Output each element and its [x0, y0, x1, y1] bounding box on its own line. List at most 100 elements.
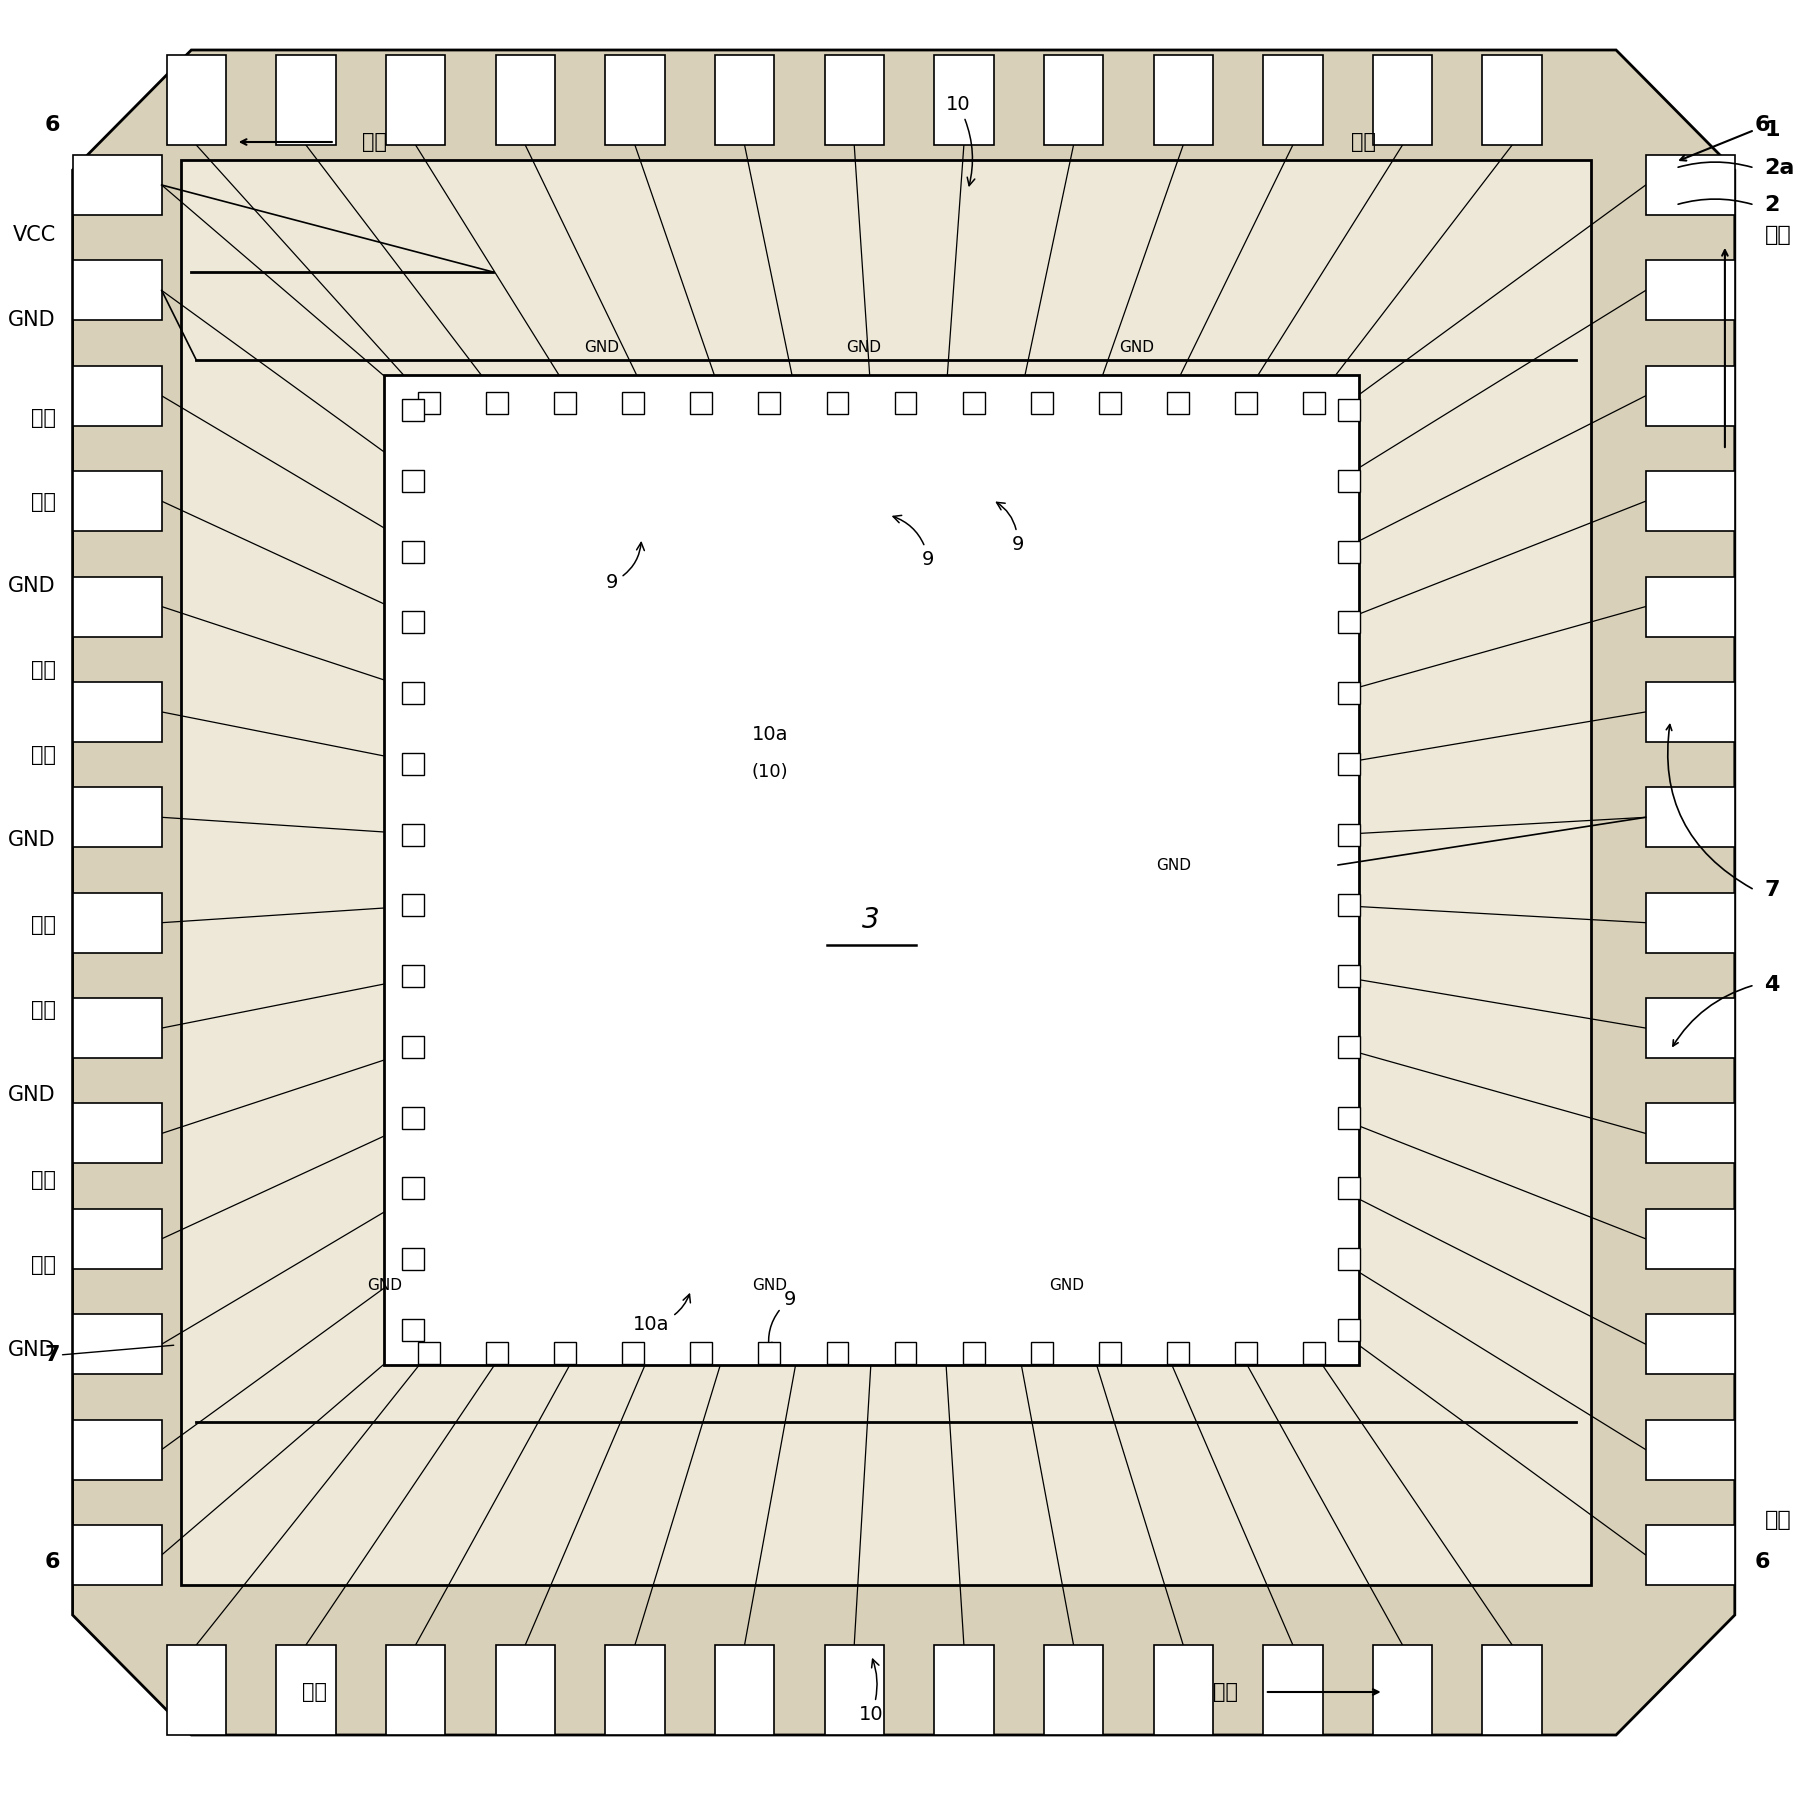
Bar — [1646, 155, 1734, 216]
Bar — [402, 399, 424, 421]
Text: 信号: 信号 — [303, 1681, 328, 1703]
Text: 9: 9 — [606, 543, 644, 592]
Text: 10: 10 — [947, 95, 975, 185]
Text: 信号: 信号 — [1350, 131, 1376, 153]
Text: GND: GND — [584, 340, 620, 356]
Bar — [402, 681, 424, 705]
Text: GND: GND — [1156, 858, 1192, 872]
Bar — [824, 1645, 883, 1735]
Text: GND: GND — [1049, 1278, 1084, 1293]
Bar — [1646, 577, 1734, 636]
Text: GND: GND — [752, 1278, 788, 1293]
Bar — [402, 894, 424, 917]
Text: 1: 1 — [1765, 120, 1780, 140]
Bar — [1235, 392, 1257, 414]
Bar — [606, 56, 665, 146]
Bar — [276, 56, 335, 146]
Text: 2a: 2a — [1765, 158, 1794, 178]
Text: GND: GND — [9, 1084, 56, 1106]
Bar — [72, 892, 162, 953]
Bar — [1154, 56, 1213, 146]
Bar — [606, 1645, 665, 1735]
Text: 信号: 信号 — [31, 1000, 56, 1019]
Bar — [72, 1420, 162, 1480]
Bar — [1338, 399, 1359, 421]
Bar — [934, 1645, 993, 1735]
Bar — [1372, 1645, 1432, 1735]
Polygon shape — [72, 50, 1734, 1735]
Bar — [402, 469, 424, 493]
Text: GND: GND — [9, 1340, 56, 1359]
Text: 9: 9 — [892, 516, 934, 568]
Bar — [1338, 611, 1359, 633]
Bar — [402, 611, 424, 633]
Bar — [1044, 56, 1103, 146]
Text: 信号: 信号 — [31, 1170, 56, 1190]
Text: 9: 9 — [764, 1289, 797, 1350]
Bar — [72, 681, 162, 743]
Bar — [166, 1645, 225, 1735]
Bar — [1646, 1104, 1734, 1163]
Bar — [166, 56, 225, 146]
Bar — [714, 56, 773, 146]
Bar — [1338, 823, 1359, 845]
Bar — [894, 1341, 916, 1365]
Bar — [418, 392, 440, 414]
Bar — [894, 392, 916, 414]
Bar — [182, 160, 1592, 1586]
Bar — [1646, 1420, 1734, 1480]
Bar — [72, 1208, 162, 1269]
Bar — [1338, 1178, 1359, 1199]
Bar — [496, 56, 555, 146]
Text: 10a: 10a — [633, 1295, 691, 1334]
Bar — [622, 392, 644, 414]
Bar — [691, 392, 712, 414]
Text: 信号: 信号 — [362, 131, 388, 153]
Bar — [386, 56, 445, 146]
Bar — [72, 1104, 162, 1163]
Bar — [824, 56, 883, 146]
Bar — [1646, 998, 1734, 1057]
Text: 信号: 信号 — [1765, 1510, 1790, 1530]
Bar — [759, 1341, 781, 1365]
Bar — [1154, 1645, 1213, 1735]
Bar — [276, 1645, 335, 1735]
Bar — [1264, 56, 1323, 146]
Bar — [1646, 681, 1734, 743]
Bar — [1235, 1341, 1257, 1365]
Bar — [402, 1320, 424, 1341]
Bar — [402, 1108, 424, 1129]
Bar — [1304, 1341, 1325, 1365]
Bar — [1264, 1645, 1323, 1735]
Text: GND: GND — [9, 309, 56, 331]
Text: 7: 7 — [1765, 879, 1780, 901]
Text: 信号: 信号 — [31, 408, 56, 428]
Text: 信号: 信号 — [31, 915, 56, 935]
Bar — [1646, 1314, 1734, 1374]
Bar — [1167, 392, 1188, 414]
Text: 6: 6 — [45, 115, 59, 135]
Text: 3: 3 — [862, 906, 880, 933]
Bar — [1338, 1036, 1359, 1057]
Text: GND: GND — [9, 831, 56, 850]
Bar — [1482, 56, 1542, 146]
Bar — [72, 1525, 162, 1586]
Bar — [402, 1178, 424, 1199]
Bar — [826, 392, 849, 414]
Bar — [1338, 681, 1359, 705]
Bar — [72, 998, 162, 1057]
Bar — [1646, 471, 1734, 530]
Bar — [72, 365, 162, 426]
Bar — [1338, 894, 1359, 917]
Bar — [934, 56, 993, 146]
Text: 6: 6 — [45, 1552, 59, 1571]
Bar — [1044, 1645, 1103, 1735]
Bar — [72, 1314, 162, 1374]
Bar — [402, 541, 424, 563]
Text: 9: 9 — [997, 502, 1024, 554]
Text: 4: 4 — [1765, 975, 1780, 994]
Bar — [1646, 261, 1734, 320]
Bar — [1338, 1320, 1359, 1341]
Bar — [1031, 1341, 1053, 1365]
Text: (10): (10) — [752, 762, 788, 780]
